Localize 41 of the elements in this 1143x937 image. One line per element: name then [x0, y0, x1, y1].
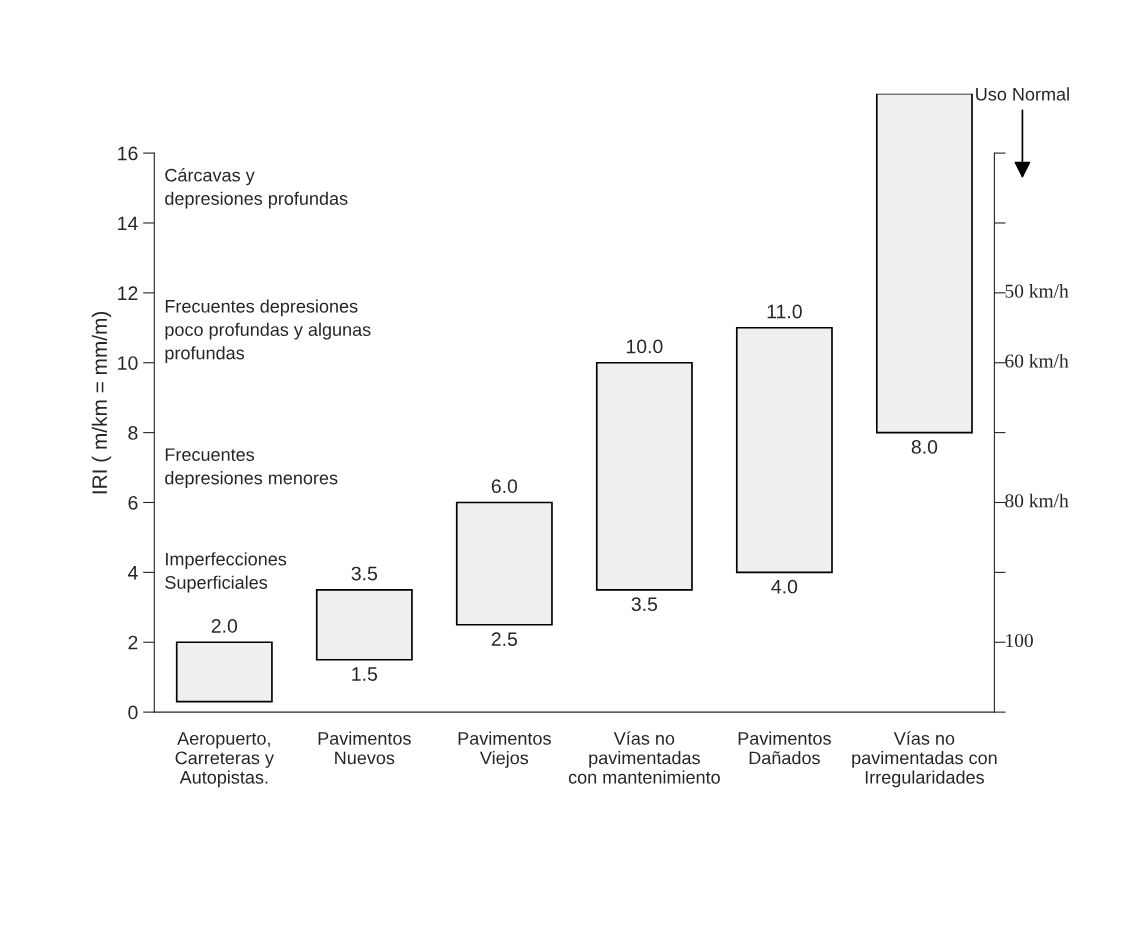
annotation: 3.5: [631, 597, 658, 612]
bar: [175, 641, 273, 703]
annotation: Uso Normal: [976, 87, 1069, 101]
bar: [455, 501, 553, 626]
bar: [595, 361, 693, 591]
annotation: Frecuentes depresiones poco profundas y algunas profundas: [165, 299, 371, 363]
annotation: 10.0: [626, 339, 663, 354]
bar: [315, 588, 413, 661]
y-tick-label: 8: [128, 426, 138, 440]
text: 80 km/h: [1005, 493, 1069, 508]
annotation: 3.5: [351, 566, 378, 581]
text: 100: [1006, 633, 1033, 648]
annotation: Imperfecciones Superficiales: [165, 552, 287, 593]
y-axis-title: IRI ( m/km = mm/m): [91, 311, 112, 494]
text: 50 km/h: [1005, 284, 1069, 298]
x-tick-label: Aeropuerto, Carreteras y Autopistas.: [175, 732, 274, 788]
y-tick-label: 2: [128, 635, 138, 650]
y-tick-label: 10: [118, 356, 138, 370]
annotation: 8.0: [911, 440, 938, 454]
annotation: 2.5: [491, 632, 518, 646]
y-tick-label: 6: [128, 495, 138, 510]
text: 60 km/h: [1005, 353, 1069, 368]
annotation: 11.0: [767, 304, 802, 319]
y-tick-label: 4: [127, 566, 138, 580]
x-tick-label: Vías no pavimentadas con Irregularidades: [852, 731, 997, 788]
bar: [735, 326, 833, 574]
x-tick-label: Pavimentos Dañados: [738, 731, 831, 765]
annotation: Cárcavas y depresiones profundas: [165, 168, 348, 209]
annotation: 4.0: [771, 579, 798, 594]
y-tick-label: 0: [128, 705, 138, 720]
annotation: 6.0: [491, 479, 518, 494]
bar: [875, 93, 973, 434]
annotation: 1.5: [352, 667, 378, 681]
y-tick-label: 14: [118, 216, 138, 231]
y-tick-label: 16: [118, 146, 138, 161]
x-tick-label: Vías no pavimentadas con mantenimiento: [568, 731, 720, 784]
x-tick-label: Pavimentos Nuevos: [318, 731, 411, 765]
annotation: 2.0: [211, 619, 238, 633]
annotation: Frecuentes depresiones menores: [165, 448, 338, 488]
y-tick-label: 12: [118, 286, 138, 300]
x-tick-label: Pavimentos Viejos: [458, 731, 551, 768]
